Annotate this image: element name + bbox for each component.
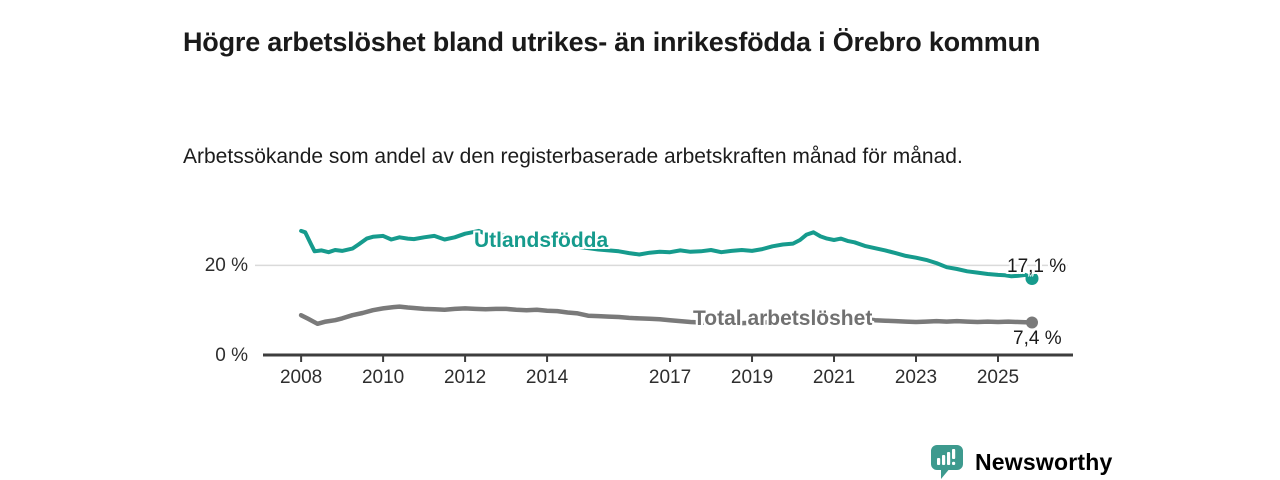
x-axis-tick-label: 2008 [279,367,323,388]
end-value-label-utlandsfodda: 17,1 % [1007,256,1067,277]
series-line-total [298,304,1035,327]
end-value-label-total: 7,4 % [1013,328,1062,349]
series-label-utlandsfodda: Utlandsfödda [474,229,609,252]
series-label-total-arbetsloshet: Total arbetslöshet [693,307,873,330]
x-axis-tick-label: 2012 [443,367,487,388]
y-axis-tick-label-20: 20 % [204,255,248,276]
series-line-utlandsfodda [299,228,1034,281]
newsworthy-logo-icon [931,445,963,479]
x-axis-tick-label: 2017 [648,367,692,388]
x-axis-tick-label: 2019 [730,367,774,388]
x-axis-tick-label: 2021 [812,367,856,388]
page-subtitle: Arbetssökande som andel av den registerb… [183,145,963,168]
page-title: Högre arbetslöshet bland utrikes- än inr… [183,27,1041,58]
x-axis-tick-label: 2025 [976,367,1020,388]
x-axis-tick-label: 2014 [525,367,569,388]
newsworthy-brand: Newsworthy [930,444,1112,480]
x-axis-tick-label: 2023 [894,367,938,388]
y-axis-tick-label-0: 0 % [215,345,248,366]
brand-name: Newsworthy [975,449,1113,475]
x-axis-tick-label: 2010 [361,367,405,388]
